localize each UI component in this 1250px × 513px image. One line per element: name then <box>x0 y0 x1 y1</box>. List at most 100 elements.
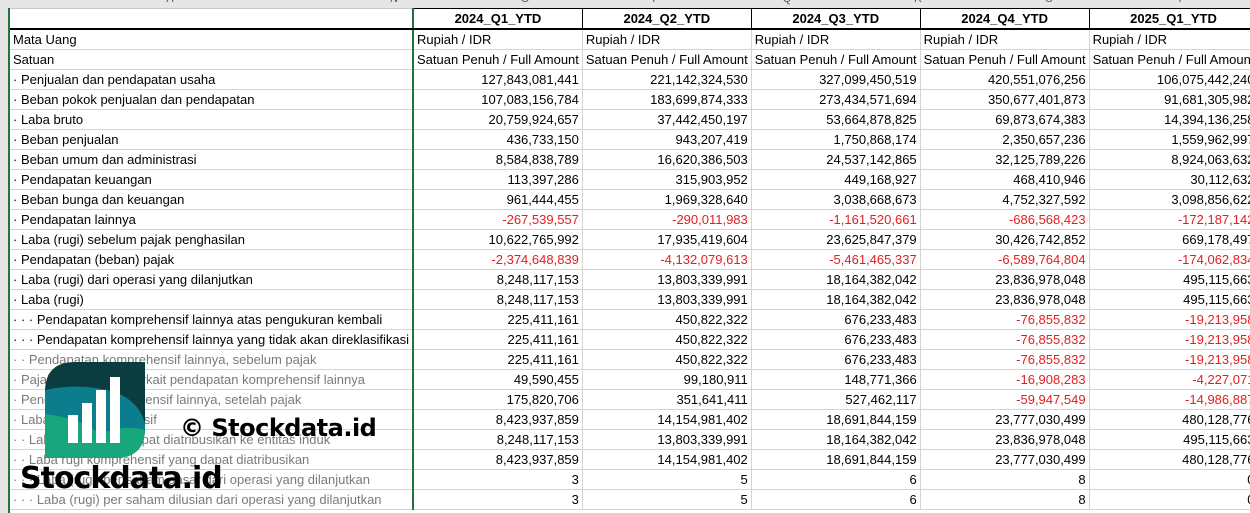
value-cell[interactable]: 16,620,386,503 <box>582 149 752 170</box>
row-label[interactable]: · Pendapatan keuangan <box>10 169 414 190</box>
value-cell[interactable]: -686,568,423 <box>920 209 1090 230</box>
value-cell[interactable]: 18,691,844,159 <box>751 409 921 430</box>
value-cell[interactable]: 450,822,322 <box>582 329 752 350</box>
value-cell[interactable]: 91,681,305,982 <box>1089 89 1250 110</box>
value-cell[interactable]: -4,227,071 <box>1089 369 1250 390</box>
value-cell[interactable]: 2,350,657,236 <box>920 129 1090 150</box>
value-cell[interactable]: 8,248,117,153 <box>413 429 583 450</box>
value-cell[interactable]: 225,411,161 <box>413 329 583 350</box>
value-cell[interactable]: 23,777,030,499 <box>920 409 1090 430</box>
row-label[interactable]: · Beban bunga dan keuangan <box>10 189 414 210</box>
value-cell[interactable]: 30,426,742,852 <box>920 229 1090 250</box>
period-header[interactable]: 2025_Q1_YTD <box>1089 8 1250 30</box>
value-cell[interactable]: 106,075,442,240 <box>1089 69 1250 90</box>
value-cell[interactable]: 3 <box>413 469 583 490</box>
value-cell[interactable]: 3,038,668,673 <box>751 189 921 210</box>
row-label[interactable]: · Beban pokok penjualan dan pendapatan <box>10 89 414 110</box>
period-header[interactable]: 2024_Q3_YTD <box>751 8 921 30</box>
value-cell[interactable]: 14,154,981,402 <box>582 449 752 470</box>
value-cell[interactable]: 449,168,927 <box>751 169 921 190</box>
period-header[interactable]: 2024_Q2_YTD <box>582 8 752 30</box>
value-cell[interactable]: -6,589,764,804 <box>920 249 1090 270</box>
value-cell[interactable]: 350,677,401,873 <box>920 89 1090 110</box>
value-cell[interactable]: -76,855,832 <box>920 329 1090 350</box>
value-cell[interactable]: 8,924,063,632 <box>1089 149 1250 170</box>
value-cell[interactable]: 23,777,030,499 <box>920 449 1090 470</box>
column-letter[interactable]: P <box>650 0 662 5</box>
value-cell[interactable]: 450,822,322 <box>582 309 752 330</box>
value-cell[interactable]: 3,098,856,622 <box>1089 189 1250 210</box>
value-cell[interactable]: 175,820,706 <box>413 389 583 410</box>
value-cell[interactable]: -290,011,983 <box>582 209 752 230</box>
value-cell[interactable]: 4,752,327,592 <box>920 189 1090 210</box>
column-letter[interactable]: A <box>164 0 176 5</box>
meta-cell[interactable]: Satuan Penuh / Full Amount <box>582 49 752 70</box>
value-cell[interactable]: 420,551,076,256 <box>920 69 1090 90</box>
value-cell[interactable]: 18,164,382,042 <box>751 289 921 310</box>
value-cell[interactable]: 327,099,450,519 <box>751 69 921 90</box>
column-letter[interactable]: S <box>1043 0 1055 5</box>
value-cell[interactable]: -76,855,832 <box>920 309 1090 330</box>
value-cell[interactable]: 13,803,339,991 <box>582 429 752 450</box>
value-cell[interactable]: 273,434,571,694 <box>751 89 921 110</box>
value-cell[interactable]: 3 <box>413 489 583 510</box>
value-cell[interactable]: 107,083,156,784 <box>413 89 583 110</box>
value-cell[interactable]: -4,132,079,613 <box>582 249 752 270</box>
value-cell[interactable]: 18,164,382,042 <box>751 429 921 450</box>
value-cell[interactable]: 24,537,142,865 <box>751 149 921 170</box>
value-cell[interactable]: -19,213,958 <box>1089 329 1250 350</box>
value-cell[interactable]: 49,590,455 <box>413 369 583 390</box>
value-cell[interactable]: 8 <box>920 469 1090 490</box>
value-cell[interactable]: -267,539,557 <box>413 209 583 230</box>
value-cell[interactable]: 468,410,946 <box>920 169 1090 190</box>
meta-cell[interactable]: Rupiah / IDR <box>751 29 921 50</box>
row-label[interactable]: · Beban penjualan <box>10 129 414 150</box>
value-cell[interactable]: 148,771,366 <box>751 369 921 390</box>
value-cell[interactable]: 221,142,324,530 <box>582 69 752 90</box>
period-header[interactable]: 2024_Q1_YTD <box>413 8 583 30</box>
value-cell[interactable]: 8 <box>920 489 1090 510</box>
value-cell[interactable]: 127,843,081,441 <box>413 69 583 90</box>
value-cell[interactable]: 14,154,981,402 <box>582 409 752 430</box>
value-cell[interactable]: 669,178,497 <box>1089 229 1250 250</box>
row-label[interactable]: · · · Pendapatan komprehensif lainnya ya… <box>10 329 414 350</box>
meta-cell[interactable]: Satuan Penuh / Full Amount <box>751 49 921 70</box>
value-cell[interactable]: 23,836,978,048 <box>920 269 1090 290</box>
value-cell[interactable]: 450,822,322 <box>582 349 752 370</box>
value-cell[interactable]: 1,969,328,640 <box>582 189 752 210</box>
column-letter[interactable]: Q <box>781 0 793 5</box>
value-cell[interactable]: 527,462,117 <box>751 389 921 410</box>
value-cell[interactable]: -76,855,832 <box>920 349 1090 370</box>
value-cell[interactable]: 495,115,663 <box>1089 429 1250 450</box>
value-cell[interactable]: 351,641,411 <box>582 389 752 410</box>
value-cell[interactable]: 8,423,937,859 <box>413 449 583 470</box>
value-cell[interactable]: 495,115,663 <box>1089 269 1250 290</box>
value-cell[interactable]: -174,062,834 <box>1089 249 1250 270</box>
value-cell[interactable]: 14,394,136,258 <box>1089 109 1250 130</box>
value-cell[interactable]: 6 <box>751 469 921 490</box>
meta-label[interactable]: Mata Uang <box>10 29 414 50</box>
value-cell[interactable]: 480,128,776 <box>1089 449 1250 470</box>
value-cell[interactable]: 23,625,847,379 <box>751 229 921 250</box>
value-cell[interactable]: 23,836,978,048 <box>920 429 1090 450</box>
row-label[interactable]: · Beban umum dan administrasi <box>10 149 414 170</box>
value-cell[interactable]: 495,115,663 <box>1089 289 1250 310</box>
value-cell[interactable]: -59,947,549 <box>920 389 1090 410</box>
value-cell[interactable]: 13,803,339,991 <box>582 269 752 290</box>
value-cell[interactable]: 0 <box>1089 489 1250 510</box>
value-cell[interactable]: 18,164,382,042 <box>751 269 921 290</box>
value-cell[interactable]: 13,803,339,991 <box>582 289 752 310</box>
value-cell[interactable]: 225,411,161 <box>413 349 583 370</box>
value-cell[interactable]: 10,622,765,992 <box>413 229 583 250</box>
meta-cell[interactable]: Satuan Penuh / Full Amount <box>413 49 583 70</box>
value-cell[interactable]: 5 <box>582 489 752 510</box>
value-cell[interactable]: 676,233,483 <box>751 329 921 350</box>
meta-cell[interactable]: Satuan Penuh / Full Amount <box>1089 49 1250 70</box>
value-cell[interactable]: -19,213,958 <box>1089 309 1250 330</box>
meta-cell[interactable]: Rupiah / IDR <box>582 29 752 50</box>
meta-label[interactable]: Satuan <box>10 49 414 70</box>
value-cell[interactable]: 99,180,911 <box>582 369 752 390</box>
value-cell[interactable]: 1,750,868,174 <box>751 129 921 150</box>
value-cell[interactable]: 113,397,286 <box>413 169 583 190</box>
row-label[interactable]: · Laba (rugi) dari operasi yang dilanjut… <box>10 269 414 290</box>
